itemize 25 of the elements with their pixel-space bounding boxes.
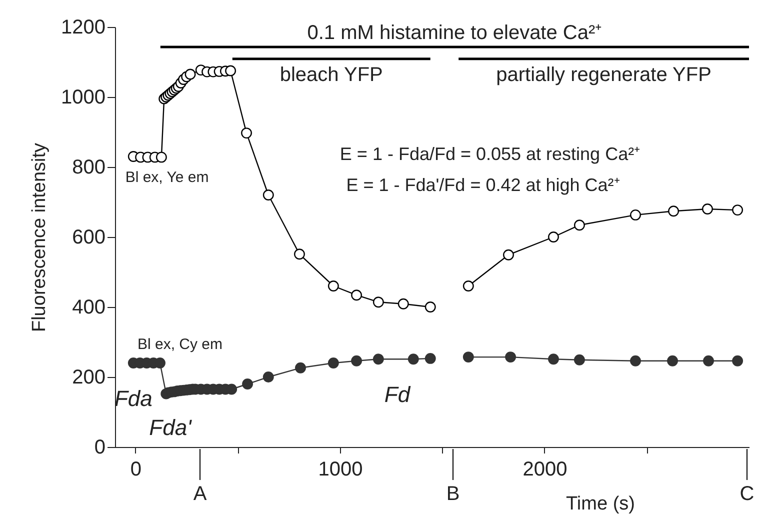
annotation: E = 1 - Fda'/Fd = 0.42 at high Ca²⁺ — [346, 175, 620, 195]
series-label: 0.1 mM histamine to elevate Ca²⁺ — [307, 22, 602, 44]
y-tick-label: 400 — [72, 296, 106, 318]
series-label: bleach YFP — [280, 64, 383, 86]
y-tick-label: 1000 — [61, 86, 106, 108]
text: C — [740, 483, 754, 505]
y-tick-label: 800 — [72, 156, 106, 178]
annotation: Fda' — [149, 415, 192, 440]
x-tick-label: 1000 — [318, 458, 363, 480]
annotation: Bl ex, Cy em — [137, 336, 223, 353]
x-axis-title: Time (s) — [566, 494, 635, 514]
text: A — [193, 483, 208, 505]
x-tick-label: 0 — [130, 458, 142, 480]
y-tick-label: 200 — [72, 366, 106, 388]
annotation: E = 1 - Fda/Fd = 0.055 at resting Ca²⁺ — [340, 144, 640, 164]
y-tick-label: 600 — [72, 226, 106, 248]
y-tick-label: 0 — [94, 436, 106, 458]
text: B — [446, 483, 460, 505]
x-tick-label: 2000 — [522, 458, 568, 480]
annotation: Fd — [384, 382, 411, 408]
annotation: Bl ex, Ye em — [125, 169, 209, 186]
series-label: partially regenerate YFP — [496, 64, 712, 86]
annotation: Fda — [114, 386, 152, 411]
y-axis-title: Fluorescence intensity — [29, 142, 50, 332]
y-tick-label: 1200 — [61, 16, 106, 38]
